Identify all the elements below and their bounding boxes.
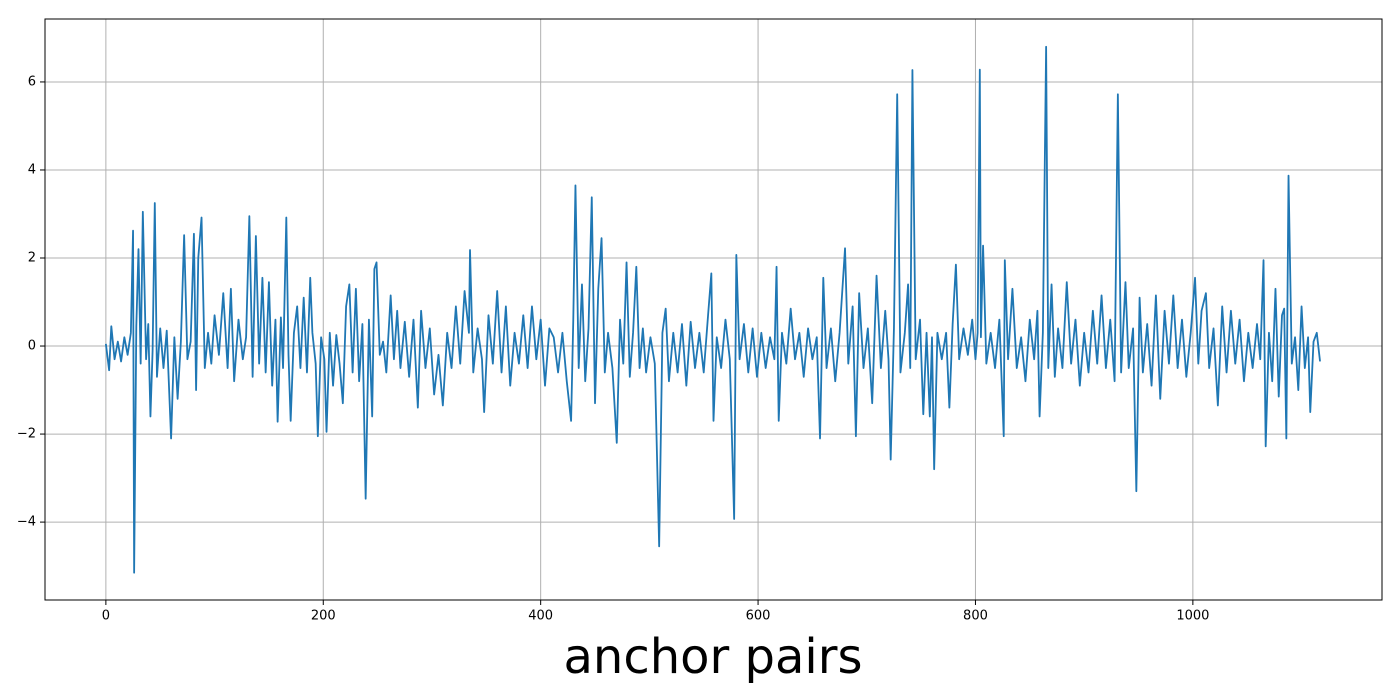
plot-frame — [44, 18, 1383, 601]
x-tick-label: 1000 — [1176, 609, 1209, 624]
y-tick-label: −4 — [17, 515, 36, 530]
y-tick-label: −2 — [17, 427, 36, 442]
x-tick-label: 400 — [528, 609, 553, 624]
x-tick-label: 600 — [746, 609, 771, 624]
y-tick-label: 4 — [28, 162, 36, 177]
x-axis-label: anchor pairs — [564, 629, 863, 685]
y-tick-label: 6 — [28, 74, 36, 89]
x-tick-label: 200 — [311, 609, 336, 624]
x-tick-label: 800 — [963, 609, 988, 624]
x-tick-label: 0 — [102, 609, 110, 624]
data-line — [104, 45, 1321, 574]
y-tick-label: 0 — [28, 339, 36, 354]
y-tick-label: 2 — [28, 251, 36, 266]
